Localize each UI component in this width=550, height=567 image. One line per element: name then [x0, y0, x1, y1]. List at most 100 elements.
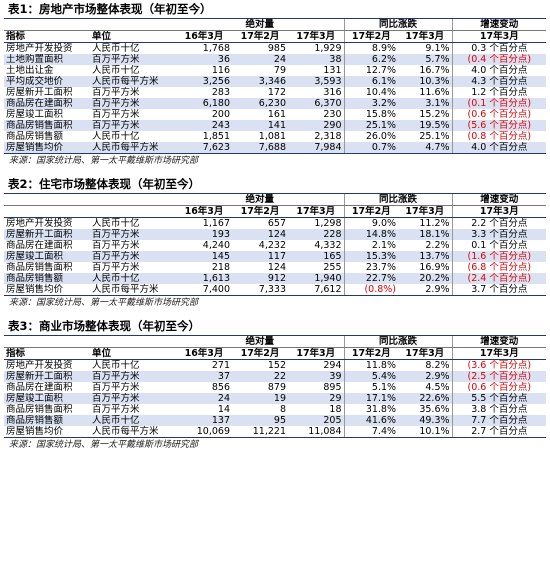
data-table: 绝对量 同比涨跌 增速变动 16年3月 17年2月 17年3月 17年2月 17年3月 17年3…	[4, 194, 547, 295]
column-header: 17年3月	[288, 30, 345, 43]
table-title: 表1：房地产市场整体表现（年初至今）	[4, 0, 546, 19]
table-row: 房屋新开工面积 百万平方米 283 172 316 10.4% 11.6% 1.2 个百分点	[4, 87, 547, 98]
cell-absolute: 124	[267, 262, 286, 273]
cell-absolute: 22	[232, 371, 288, 382]
cell-yoy: 49.3%	[398, 415, 453, 426]
cell-change: (0.8 个百分点)	[451, 131, 547, 142]
column-header: 17年2月	[232, 30, 288, 43]
row-unit: 百万平方米	[92, 240, 140, 251]
table-row: 土地出让金 人民币十亿 116 79 131 12.7% 16.7% 4.0 个百分点	[4, 65, 547, 76]
column-header: 指标	[4, 30, 90, 43]
cell-absolute: 165	[288, 251, 345, 262]
column-header: 17年2月	[343, 347, 399, 360]
column-header: 16年3月	[176, 30, 232, 43]
row-indicator: 房屋新开工面积	[4, 371, 90, 382]
row-unit: 百万平方米	[92, 109, 140, 120]
cell-yoy: 13.7%	[398, 251, 453, 262]
cell-absolute: 1,851	[202, 131, 230, 142]
row-unit: 人民币十亿	[90, 415, 176, 426]
cell-absolute: 24	[232, 54, 288, 65]
cell-absolute: 117	[232, 251, 288, 262]
cell-yoy: 16.9%	[419, 262, 450, 273]
row-unit: 百万平方米	[90, 393, 176, 404]
row-unit: 百万平方米	[90, 251, 176, 262]
group-header-abs: 绝对量	[176, 19, 345, 31]
table-row: 商品房在建面积 百万平方米 856 879 895 5.1% 4.5% (0.6 个百分点)	[4, 382, 547, 393]
column-header-row: 指标 单位 16年3月 17年2月 17年3月 17年2月 17年3月 17年3月	[4, 30, 547, 43]
row-unit: 人民币十亿	[92, 65, 140, 76]
cell-yoy: 3.2%	[343, 98, 399, 109]
data-table: 绝对量 同比涨跌 增速变动 指标 单位 16年3月 17年2月 17年3月 17年2月 17年3月…	[4, 19, 547, 153]
row-indicator: 房地产开发投资	[6, 43, 73, 54]
cell-yoy: 9.0%	[343, 217, 399, 229]
cell-yoy: 15.3%	[343, 251, 399, 262]
table-row: 商品房销售面积 百万平方米 14 8 18 31.8% 35.6% 3.8 个百分点	[4, 404, 547, 415]
row-indicator: 商品房在建面积	[4, 98, 90, 109]
cell-yoy: 7.4%	[343, 426, 399, 437]
row-unit: 人民币十亿	[90, 273, 176, 284]
cell-yoy: 2.9%	[425, 284, 450, 295]
cell-absolute: 141	[232, 120, 288, 131]
table-source: 来源：国家统计局、第一太平戴维斯市场研究部	[4, 153, 546, 169]
table-row: 房屋销售均价 人民币每平方米 10,069 11,221 11,084 7.4% 10.1%…	[4, 426, 547, 437]
table-row: 商品房销售面积 百万平方米 218 124 255 23.7% 16.9% (6.8 个百分点…	[4, 262, 547, 273]
table-block: 表1：房地产市场整体表现（年初至今） 绝对量 同比涨跌 增速变动 指标 单位 16年3月 17…	[0, 0, 550, 175]
cell-yoy: 22.6%	[398, 393, 453, 404]
row-indicator: 商品房销售面积	[4, 120, 90, 131]
row-unit: 人民币每平方米	[92, 426, 159, 437]
group-header-yoy: 同比涨跌	[343, 194, 453, 206]
column-header: 17年3月	[451, 30, 547, 43]
table-row: 商品房在建面积 百万平方米 4,240 4,232 4,332 2.1% 2.2% 0.1 个…	[4, 240, 547, 251]
cell-absolute: 29	[288, 393, 345, 404]
row-indicator: 房屋竣工面积	[6, 109, 64, 120]
cell-yoy: 22.7%	[343, 273, 399, 284]
row-unit: 人民币十亿	[92, 43, 140, 54]
cell-absolute: 7,333	[258, 284, 286, 295]
column-header: 16年3月	[176, 347, 232, 360]
cell-absolute: 1,613	[176, 273, 232, 284]
cell-yoy: 19.5%	[398, 120, 453, 131]
group-header-row: 绝对量 同比涨跌 增速变动	[4, 194, 547, 206]
table-row: 房屋销售均价 人民币每平方米 7,623 7,688 7,984 0.7% 4.7% 4.0 …	[4, 142, 547, 153]
group-header-row: 绝对量 同比涨跌 增速变动	[4, 336, 547, 348]
cell-absolute: 10,069	[196, 426, 230, 437]
cell-change: (1.6 个百分点)	[451, 251, 547, 262]
cell-absolute: 38	[288, 54, 345, 65]
group-header-yoy: 同比涨跌	[343, 19, 453, 31]
row-unit: 人民币十亿	[92, 218, 140, 229]
cell-yoy: 4.7%	[398, 142, 453, 153]
row-unit: 百万平方米	[90, 229, 176, 240]
cell-yoy: 2.2%	[425, 240, 450, 251]
cell-absolute: 116	[211, 65, 230, 76]
table-row: 房屋新开工面积 百万平方米 193 124 228 14.8% 18.1% 3.3 个百分点	[4, 229, 547, 240]
row-indicator: 土地出让金	[6, 65, 54, 76]
cell-change: 0.1 个百分点	[451, 240, 547, 251]
table-title: 表3：商业市场整体表现（年初至今）	[4, 317, 546, 336]
column-header: 17年3月	[398, 205, 453, 218]
cell-change: (0.6 个百分点)	[451, 109, 547, 120]
column-header: 17年3月	[451, 347, 547, 360]
table-row: 房屋竣工面积 百万平方米 200 161 230 15.8% 15.2% (0.6 个百分点)	[4, 109, 547, 120]
group-header-chg: 增速变动	[451, 19, 547, 31]
row-indicator: 房屋竣工面积	[4, 393, 90, 404]
cell-absolute: 3,346	[232, 76, 288, 87]
row-unit: 人民币十亿	[92, 360, 140, 371]
cell-absolute: 193	[176, 229, 232, 240]
row-indicator: 房屋竣工面积	[4, 251, 90, 262]
column-header: 17年2月	[343, 205, 399, 218]
cell-absolute: 14	[217, 404, 230, 415]
cell-absolute: 145	[176, 251, 232, 262]
cell-yoy: 35.6%	[419, 404, 450, 415]
row-indicator: 房地产开发投资	[6, 360, 73, 371]
cell-yoy: 11.6%	[419, 87, 450, 98]
row-indicator: 房屋销售均价	[6, 284, 64, 295]
cell-change: 4.0 个百分点	[451, 65, 547, 76]
cell-absolute: 895	[323, 382, 342, 393]
cell-yoy: 31.8%	[343, 404, 399, 415]
column-header: 17年3月	[288, 347, 345, 360]
table-source: 来源：国家统计局、第一太平戴维斯市场研究部	[4, 295, 546, 311]
cell-absolute: 1,768	[202, 43, 230, 54]
row-indicator: 房屋新开工面积	[4, 229, 90, 240]
cell-yoy: 5.7%	[398, 54, 453, 65]
row-unit: 百万平方米	[92, 262, 140, 273]
